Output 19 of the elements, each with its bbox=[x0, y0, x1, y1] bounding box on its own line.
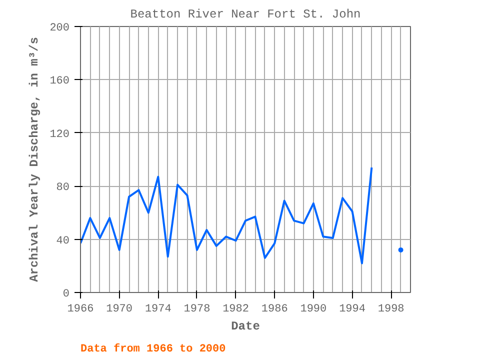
chart-title: Beatton River Near Fort St. John bbox=[130, 8, 361, 22]
y-tick-label: 120 bbox=[50, 128, 70, 141]
text: Data from 1966 to 2000 bbox=[80, 342, 226, 356]
x-axis-title: Date bbox=[231, 320, 260, 334]
x-tick-label: 1994 bbox=[339, 304, 366, 316]
y-tick-label: 0 bbox=[62, 288, 70, 300]
y-tick-label: 200 bbox=[50, 22, 70, 34]
x-tick-label: 1982 bbox=[222, 304, 249, 316]
x-tick-label: 1978 bbox=[184, 304, 210, 316]
y-tick-label: 40 bbox=[56, 235, 70, 248]
x-tick-label: 1970 bbox=[106, 304, 133, 316]
y-tick-label: 160 bbox=[50, 76, 70, 88]
y-tick-label: 80 bbox=[56, 182, 70, 194]
x-tick-label: 1986 bbox=[261, 304, 288, 316]
x-tick-label: 1998 bbox=[378, 304, 404, 316]
y-axis-title: Archival Yearly Discharge, in m³/s bbox=[28, 37, 42, 282]
x-tick-label: 1974 bbox=[144, 304, 172, 316]
x-tick-label: 1990 bbox=[300, 304, 327, 316]
x-tick-label: 1966 bbox=[67, 304, 94, 316]
